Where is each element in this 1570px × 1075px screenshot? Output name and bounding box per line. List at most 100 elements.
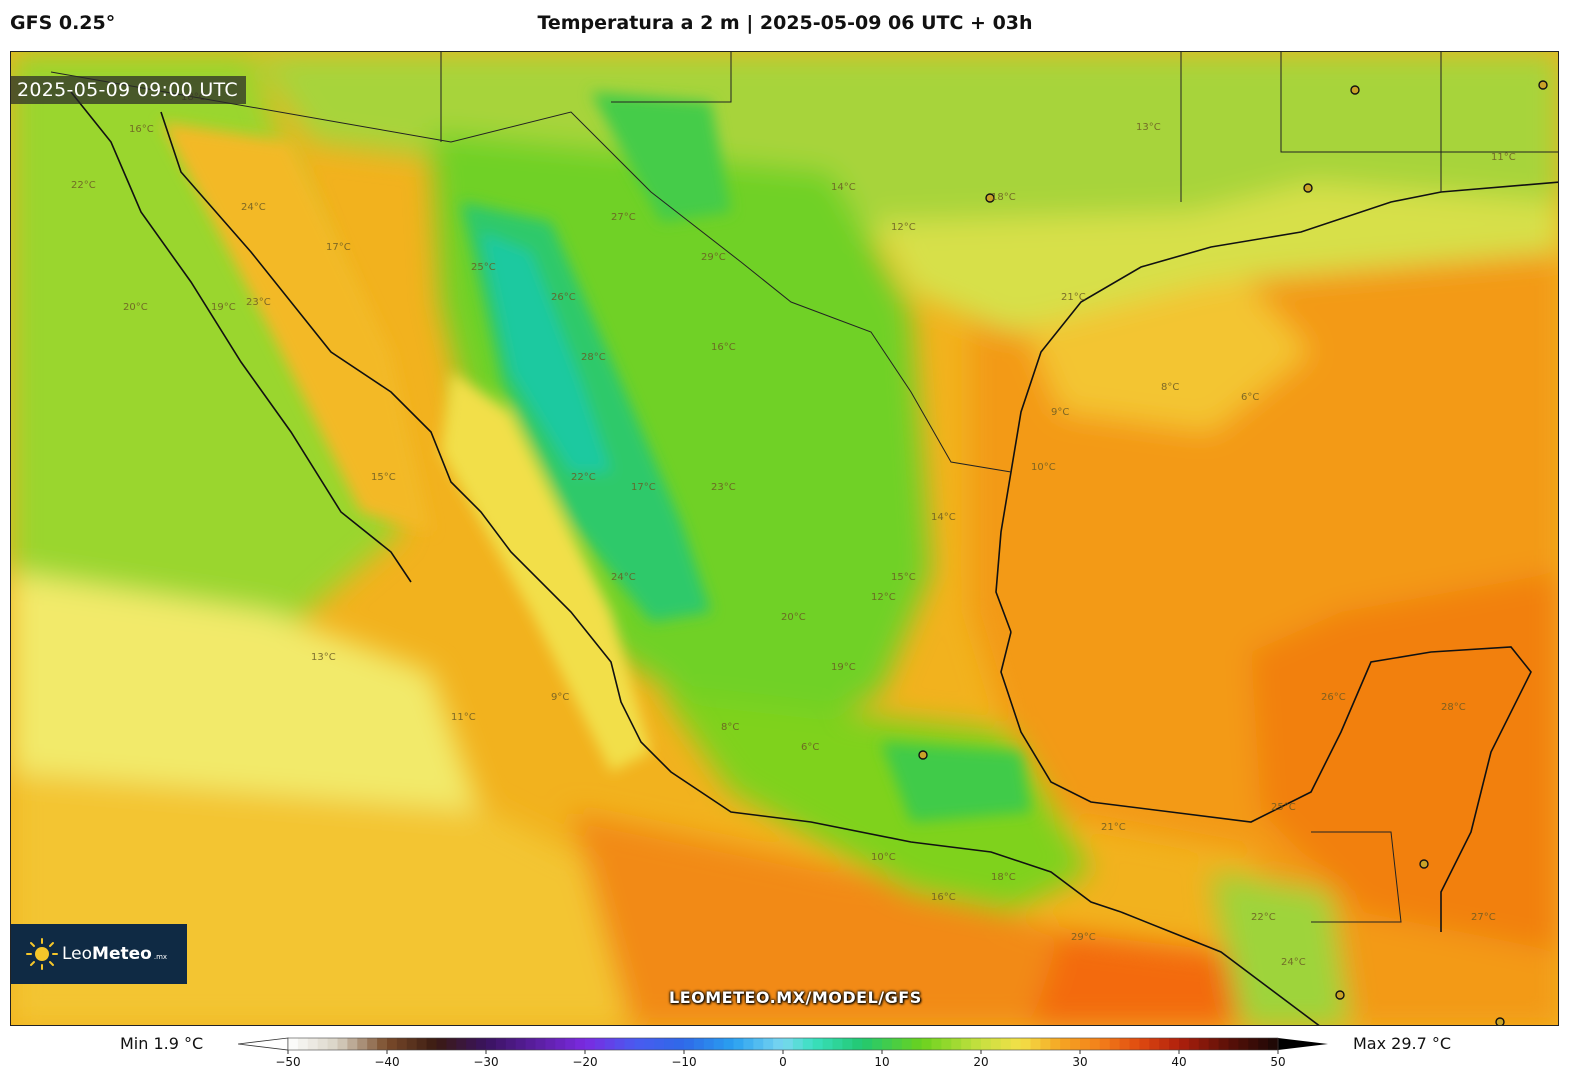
colorbar-segment [1020, 1038, 1032, 1050]
colorbar-segment [644, 1038, 655, 1050]
contour-label: 20°C [781, 612, 806, 623]
logo-text: LeoMeteo [62, 944, 152, 964]
colorbar-segment [317, 1038, 329, 1050]
contour-label: 11°C [451, 712, 476, 723]
contour-label: 25°C [1271, 802, 1296, 813]
contour-label: 12°C [891, 222, 916, 233]
contour-label: 22°C [571, 472, 596, 483]
colorbar-segment [525, 1038, 537, 1050]
map-frame[interactable]: 16°C 18°C 22°C 24°C 17°C 23°C 20°C 19°C 15°C 14°C… [10, 51, 1559, 1026]
contour-label: 18°C [991, 192, 1016, 203]
colorbar-segment [377, 1038, 388, 1050]
colorbar-segment [1040, 1038, 1051, 1050]
colorbar-segment [476, 1038, 487, 1050]
contour-label: 23°C [246, 297, 271, 308]
colorbar-tick-label: −50 [275, 1055, 300, 1069]
watermark-url[interactable]: LEOMETEO.MX/MODEL/GFS [669, 988, 922, 1007]
colorbar-segment [862, 1038, 873, 1050]
colorbar-segment [921, 1038, 933, 1050]
colorbar-segment [941, 1038, 952, 1050]
borders [50, 52, 1558, 923]
colorbar-segment [981, 1038, 992, 1050]
contour-label: 15°C [371, 472, 396, 483]
colorbar-segment [466, 1038, 477, 1050]
colorbar-segment [1050, 1038, 1061, 1050]
colorbar-tick-label: −30 [473, 1055, 498, 1069]
contour-label: 16°C [931, 892, 956, 903]
contour-label: 18°C [991, 872, 1016, 883]
colorbar-segment [545, 1038, 556, 1050]
colorbar-segment [1080, 1038, 1091, 1050]
colorbar-tick-label: 50 [1270, 1055, 1285, 1069]
colorbar-segment [961, 1038, 972, 1050]
contour-label: 19°C [831, 662, 856, 673]
contour-label: 23°C [711, 482, 736, 493]
colorbar-segment [337, 1038, 348, 1050]
leometeo-logo[interactable]: LeoMeteo .mx [11, 924, 187, 984]
colorbar-segment [951, 1038, 962, 1050]
field-pacific-pale [11, 572, 481, 812]
contour-label: 24°C [1281, 957, 1306, 968]
field-north-cool [591, 92, 731, 222]
colorbar-segment [624, 1038, 636, 1050]
colorbar: −50 −40 −30 −20 −10 0 10 20 30 40 50 [238, 1037, 1328, 1069]
city-markers [918, 80, 1548, 1025]
colorbar-segment [703, 1038, 715, 1050]
colorbar-segment [1010, 1038, 1022, 1050]
contour-label: 26°C [551, 292, 576, 303]
colorbar-segment [783, 1038, 794, 1050]
colorbar-segment [555, 1038, 566, 1050]
colorbar-segment [1129, 1038, 1140, 1050]
colorbar-segment [575, 1038, 586, 1050]
colorbar-segment [733, 1038, 744, 1050]
colorbar-tick-label: 10 [874, 1055, 889, 1069]
colorbar-segment [872, 1038, 883, 1050]
colorbar-tick-label: 30 [1072, 1055, 1087, 1069]
contour-label: 6°C [801, 742, 820, 753]
logo-suffix: .mx [153, 953, 168, 961]
colorbar-segment [594, 1038, 606, 1050]
colorbar-segment [802, 1038, 814, 1050]
colorbar-segment [1030, 1038, 1041, 1050]
colorbar-segment [792, 1038, 804, 1050]
colorbar-segment [297, 1038, 309, 1050]
colorbar-segment [723, 1038, 735, 1050]
field-central-america [1211, 872, 1351, 1025]
colorbar-segment [1099, 1038, 1111, 1050]
valid-time-badge: 2025-05-09 09:00 UTC [11, 76, 246, 104]
colorbar-segment [832, 1038, 843, 1050]
colorbar-segment [327, 1038, 339, 1050]
colorbar-segment [693, 1038, 705, 1050]
contour-label: 9°C [551, 692, 570, 703]
colorbar-segment [1089, 1038, 1101, 1050]
colorbar-segment [406, 1038, 418, 1050]
colorbar-segment [842, 1038, 853, 1050]
colorbar-segment [911, 1038, 923, 1050]
temperature-map[interactable] [11, 52, 1559, 1026]
colorbar-segment [684, 1038, 695, 1050]
contour-label: 19°C [211, 302, 236, 313]
colorbar-segment [1149, 1038, 1160, 1050]
colorbar-segment [1119, 1038, 1131, 1050]
colorbar-segment [416, 1038, 428, 1050]
field-transverse-cool [881, 742, 1031, 822]
colorbar-segment [456, 1038, 467, 1050]
colorbar-segment [1238, 1038, 1249, 1050]
colorbar-segment [1248, 1038, 1259, 1050]
contour-label: 28°C [581, 352, 606, 363]
colorbar-tick-label: −20 [572, 1055, 597, 1069]
colorbar-segment [891, 1038, 903, 1050]
colorbar-segment [852, 1038, 863, 1050]
colorbar-segment [486, 1038, 497, 1050]
colorbar-segment [1070, 1038, 1081, 1050]
field-baja-warm [161, 122, 431, 532]
colorbar-segment [396, 1038, 408, 1050]
contour-label: 28°C [1441, 702, 1466, 713]
colorbar-segment [604, 1038, 616, 1050]
map-title: Temperatura a 2 m | 2025-05-09 06 UTC + … [537, 12, 1033, 34]
colorbar-segment [664, 1038, 675, 1050]
colorbar-tick-label: 0 [779, 1055, 787, 1069]
colorbar-segment [971, 1038, 982, 1050]
colorbar-segment [743, 1038, 754, 1050]
colorbar-segment [1218, 1038, 1230, 1050]
